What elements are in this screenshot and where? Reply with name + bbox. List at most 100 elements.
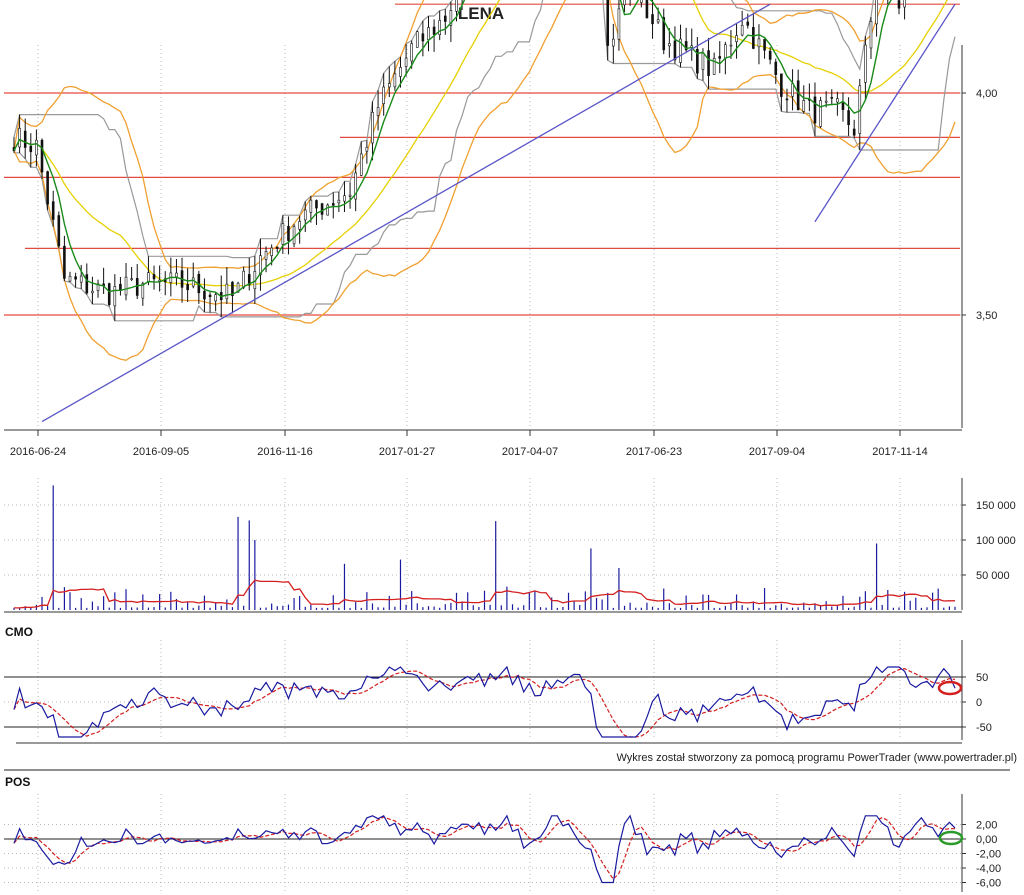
candle-body xyxy=(135,278,139,296)
candle-body xyxy=(819,100,822,127)
candle-body xyxy=(830,97,834,99)
candle-body xyxy=(410,43,413,62)
candle-body xyxy=(757,38,761,48)
candle-body xyxy=(746,21,750,26)
candle-body xyxy=(836,98,839,103)
candle-body xyxy=(191,277,195,287)
envelope-upper-line xyxy=(13,0,874,259)
candle-body xyxy=(309,199,313,213)
candle-body xyxy=(264,251,268,260)
candle-body xyxy=(841,101,845,110)
candle-body xyxy=(707,50,710,76)
candle-body xyxy=(740,24,744,36)
candle-body xyxy=(780,73,783,97)
pos-panel-label: POS xyxy=(5,775,30,789)
chart-title: LENA xyxy=(458,4,504,23)
candle-body xyxy=(63,245,66,279)
candle-body xyxy=(662,17,666,51)
price-xtick-label: 2017-11-14 xyxy=(872,446,927,458)
candle-body xyxy=(152,274,156,280)
cmo-panel: -50 0 50 xyxy=(4,640,1010,771)
candle-body xyxy=(287,225,290,241)
candle-body xyxy=(382,86,385,104)
volume-ytick-label: 50 000 xyxy=(976,570,1010,582)
candle-body xyxy=(326,204,329,216)
candle-body xyxy=(141,283,145,299)
envelope-lower-line xyxy=(13,0,956,322)
candle-body xyxy=(51,201,55,220)
candle-body xyxy=(23,130,27,148)
price-ytick-label: 3,50 xyxy=(976,310,997,322)
candle-body xyxy=(729,44,733,47)
candle-body xyxy=(735,35,738,43)
candle-body xyxy=(869,21,873,49)
candle-body xyxy=(438,20,441,35)
candle-body xyxy=(320,203,324,215)
candle-body xyxy=(18,128,21,148)
candle-body xyxy=(348,194,352,197)
candle-body xyxy=(432,26,436,35)
pos-ytick-label: -6,00 xyxy=(976,878,1001,890)
candle-body xyxy=(824,100,828,103)
candle-body xyxy=(365,146,369,152)
candle-body xyxy=(46,171,49,205)
price-ytick-label: 4,00 xyxy=(976,88,997,100)
candle-body xyxy=(864,44,867,83)
candle-body xyxy=(74,276,77,280)
candle-body xyxy=(393,73,397,88)
volume-ytick-label: 100 000 xyxy=(976,535,1016,547)
pos-ytick-label: -4,00 xyxy=(976,863,1001,875)
candle-body xyxy=(107,283,111,305)
credit-text: Wykres został stworzony za pomocą progra… xyxy=(616,752,1017,764)
candle-body xyxy=(852,128,856,136)
candle-body xyxy=(651,14,654,25)
candle-body xyxy=(701,52,705,70)
candle-body xyxy=(623,0,626,6)
candle-body xyxy=(673,40,677,61)
price-xtick-label: 2016-06-24 xyxy=(10,446,66,458)
sma-short-line xyxy=(13,0,892,298)
candle-body xyxy=(337,199,341,204)
candle-body xyxy=(247,274,251,286)
candle-body xyxy=(640,0,643,3)
candle-body xyxy=(281,223,285,245)
candle-body xyxy=(175,272,178,278)
candle-body xyxy=(763,39,766,51)
candle-body xyxy=(645,0,649,19)
candle-body xyxy=(259,255,262,276)
volume-bar-group xyxy=(13,485,956,610)
price-xtick-label: 2016-09-05 xyxy=(133,446,189,458)
price-xtick-label: 2017-06-23 xyxy=(626,446,682,458)
pos-panel: -6,00 -4,00 -2,00 0,00 2,00 xyxy=(4,794,1001,892)
candle-body xyxy=(124,276,128,296)
candle-body xyxy=(455,0,458,12)
candle-body xyxy=(303,209,307,221)
candle-body xyxy=(752,27,755,49)
candle-body xyxy=(847,110,850,126)
cmo-panel-label: CMO xyxy=(5,625,33,639)
pos-ytick-label: -2,00 xyxy=(976,849,1001,861)
candle-body xyxy=(292,226,296,245)
candle-body xyxy=(158,279,161,282)
candle-body xyxy=(903,0,906,8)
candle-body xyxy=(68,275,72,282)
candle-body xyxy=(612,38,615,47)
pos-marker-ellipse xyxy=(938,830,964,846)
candle-body xyxy=(242,270,245,288)
candle-body xyxy=(791,83,794,97)
cmo-line xyxy=(13,665,956,738)
candle-body xyxy=(404,57,408,67)
candle-body xyxy=(421,33,425,42)
candle-body xyxy=(387,83,391,88)
candle-body xyxy=(371,112,374,144)
candle-body xyxy=(813,96,817,124)
candle-body xyxy=(79,275,83,283)
candle-body xyxy=(443,15,447,22)
price-xtick-label: 2016-11-16 xyxy=(257,446,312,458)
candle-body xyxy=(774,61,778,75)
candle-body xyxy=(298,221,301,230)
candle-body xyxy=(35,139,38,156)
candle-body xyxy=(679,38,682,63)
candle-body xyxy=(203,290,206,300)
